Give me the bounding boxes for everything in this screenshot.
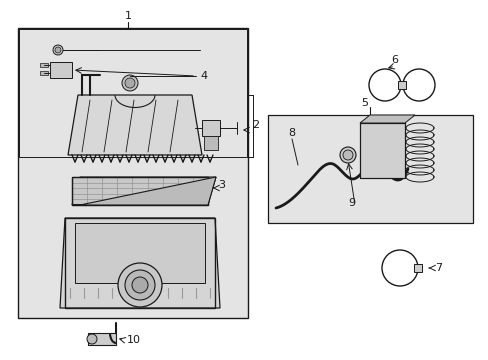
Text: 2: 2	[251, 120, 259, 130]
Polygon shape	[359, 115, 414, 123]
Bar	[202, 120, 220, 136]
Text: 3: 3	[218, 180, 224, 190]
Text: 7: 7	[434, 263, 441, 273]
Polygon shape	[60, 218, 220, 308]
Polygon shape	[68, 95, 202, 155]
Text: 9: 9	[347, 198, 354, 208]
Circle shape	[55, 47, 61, 53]
Bar	[65, 218, 215, 308]
Circle shape	[122, 75, 138, 91]
Bar	[50, 62, 72, 78]
Text: 8: 8	[287, 128, 295, 138]
Polygon shape	[72, 177, 216, 205]
Circle shape	[125, 270, 155, 300]
Circle shape	[53, 45, 63, 55]
Text: 6: 6	[391, 55, 398, 65]
Text: 10: 10	[127, 335, 141, 345]
Bar	[75, 223, 204, 283]
Circle shape	[342, 150, 352, 160]
Circle shape	[125, 78, 135, 88]
Bar	[40, 71, 48, 75]
Text: 1: 1	[124, 11, 131, 21]
Polygon shape	[72, 177, 207, 205]
Bar	[19, 29, 246, 157]
Bar	[267, 115, 472, 223]
Polygon shape	[72, 177, 216, 205]
Circle shape	[132, 277, 148, 293]
Bar	[88, 333, 116, 345]
Circle shape	[118, 263, 162, 307]
Bar	[359, 123, 404, 178]
Text: 5: 5	[361, 98, 368, 108]
Bar	[203, 136, 218, 150]
Text: 4: 4	[200, 71, 207, 81]
Circle shape	[339, 147, 355, 163]
Bar	[40, 63, 48, 67]
Polygon shape	[359, 123, 404, 178]
Bar	[72, 177, 207, 205]
Bar	[397, 81, 405, 89]
Circle shape	[87, 334, 97, 344]
Bar	[18, 28, 247, 318]
Bar	[413, 264, 421, 272]
